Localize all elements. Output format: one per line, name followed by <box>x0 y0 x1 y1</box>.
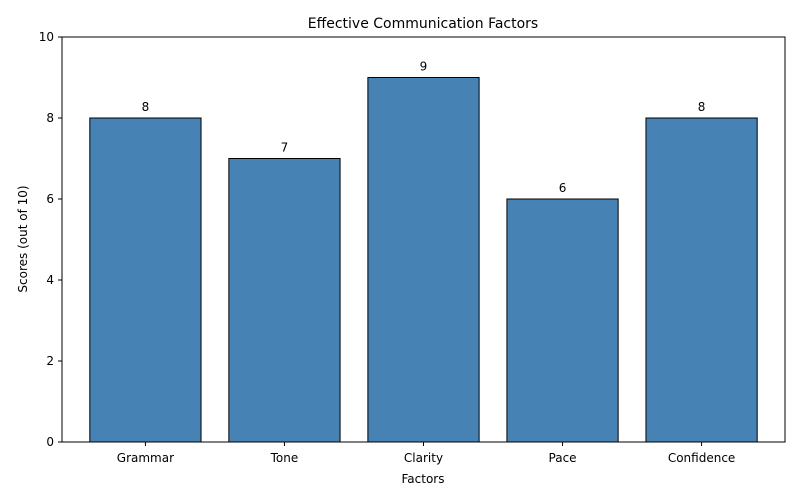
y-tick-label: 4 <box>46 273 54 287</box>
plot-frame <box>61 36 786 443</box>
y-tick-label: 8 <box>46 111 54 125</box>
bar-confidence <box>645 117 758 443</box>
x-tick-label-confidence: Confidence <box>668 451 735 465</box>
bar-tone <box>228 158 341 443</box>
data-labels-layer: 8 7 9 6 8 <box>142 60 706 196</box>
y-axis-label: Scores (out of 10) <box>16 185 30 292</box>
y-axis: 0 2 4 6 8 10 <box>39 30 62 449</box>
bar-pace <box>506 198 619 443</box>
chart-title: Effective Communication Factors <box>308 16 538 32</box>
y-tick-label: 10 <box>39 30 54 44</box>
data-label-clarity: 9 <box>420 60 428 74</box>
x-tick-label-grammar: Grammar <box>117 451 174 465</box>
y-tick-label: 0 <box>46 435 54 449</box>
data-label-tone: 7 <box>281 141 289 155</box>
data-label-pace: 6 <box>559 181 567 195</box>
y-tick-label: 2 <box>46 354 54 368</box>
data-label-confidence: 8 <box>698 100 706 114</box>
x-axis: Grammar Tone Clarity Pace Confidence <box>117 442 735 465</box>
x-axis-label: Factors <box>402 472 445 486</box>
data-label-grammar: 8 <box>142 100 150 114</box>
bar-grammar <box>89 117 202 443</box>
x-tick-label-clarity: Clarity <box>404 451 443 465</box>
x-tick-label-pace: Pace <box>549 451 577 465</box>
bars-layer <box>89 77 758 443</box>
x-tick-label-tone: Tone <box>270 451 299 465</box>
bar-clarity <box>367 77 480 443</box>
y-tick-label: 6 <box>46 192 54 206</box>
